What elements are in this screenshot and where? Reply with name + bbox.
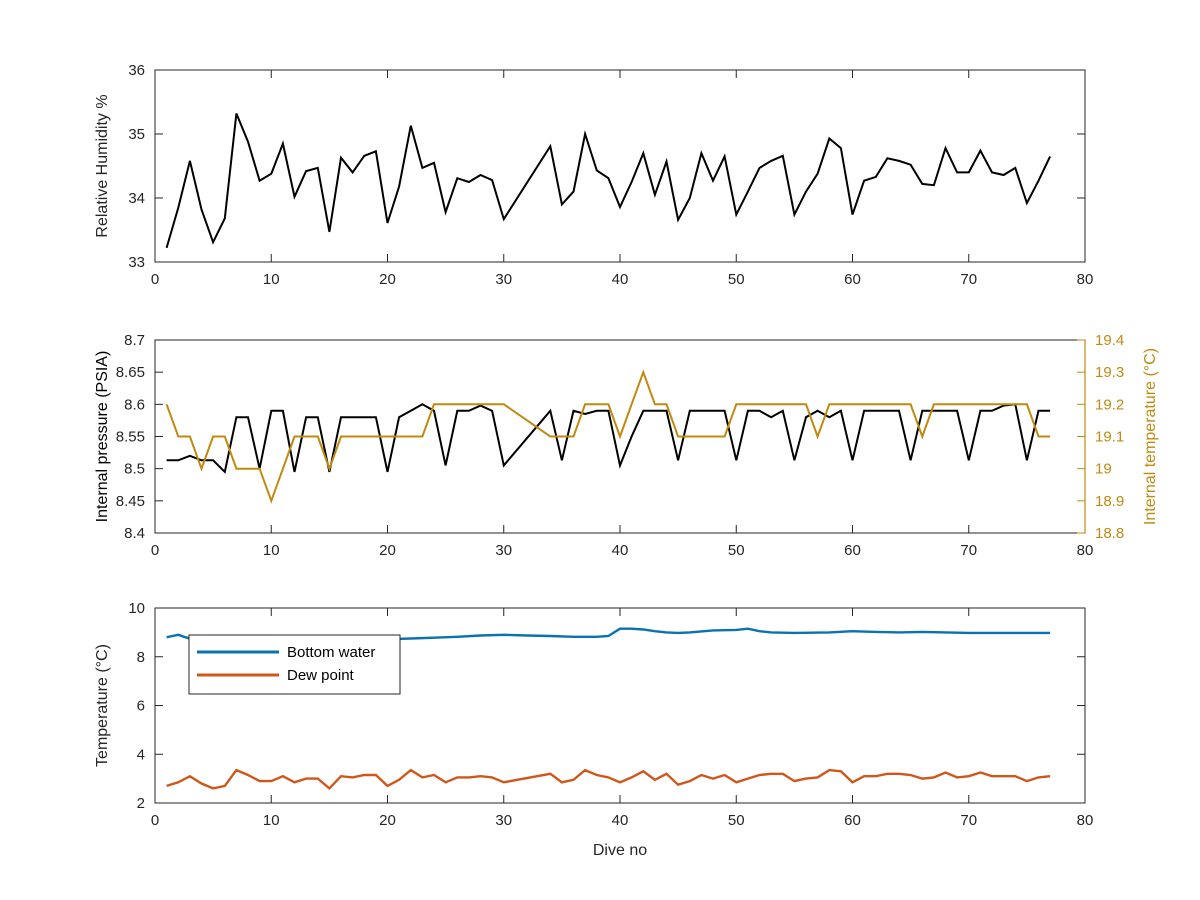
chart-2-series-1-line (166, 768, 1051, 791)
chart-1-y-axis-label: Internal pressure (PSIA) (94, 351, 111, 523)
chart-1-x-tick-label: 20 (379, 542, 396, 559)
chart-1-x-tick-label: 0 (151, 542, 159, 559)
chart-1-y-tick-label: 8.65 (116, 364, 145, 381)
chart-2-legend: Bottom water Dew point (188, 634, 401, 695)
chart-1-x-tick-label: 80 (1077, 542, 1094, 559)
chart-2-x-tick-label: 20 (379, 812, 396, 829)
chart-2-x-tick-label: 10 (263, 812, 280, 829)
chart-0-y-tick-label: 34 (128, 190, 145, 207)
chart-0-x-tick-label: 80 (1077, 271, 1094, 288)
chart-0-x-tick-label: 30 (495, 271, 512, 288)
chart-0-x-tick-label: 60 (844, 271, 861, 288)
chart-0-axes-box (154, 69, 1086, 263)
chart-1-y2-tick-label: 19.3 (1095, 364, 1124, 381)
chart-2-legend-label-0: Bottom water (287, 644, 375, 661)
chart-1-y2-tick-label: 18.8 (1095, 525, 1124, 542)
chart-1-y2-tick-label: 18.9 (1095, 493, 1124, 510)
chart-1-y-tick-label: 8.6 (124, 396, 145, 413)
chart-2-x-tick-label: 80 (1077, 812, 1094, 829)
chart-0-x-tick-label: 40 (612, 271, 629, 288)
chart-1-series-1-line (165, 369, 1051, 504)
chart-2-y-tick-label: 8 (137, 649, 145, 666)
chart-2-x-tick-label: 70 (960, 812, 977, 829)
chart-1-y-tick-label: 8.45 (116, 493, 145, 510)
chart-2-x-tick-label: 0 (151, 812, 159, 829)
chart-2-legend-box (188, 634, 401, 695)
chart-1-x-tick-label: 10 (263, 542, 280, 559)
pressure-temperature-panel: 0 10 20 30 40 50 60 70 80 8.4 8.45 8.5 8.55 8.6 8.65 8.… (94, 332, 1159, 559)
chart-0-x-tick-label: 70 (960, 271, 977, 288)
chart-2-y-tick-label: 10 (128, 600, 145, 617)
chart-1-x-tick-label: 40 (612, 542, 629, 559)
chart-0-y-tick-label: 33 (128, 254, 145, 271)
chart-1-y2-axis-label: Internal temperature (°C) (1142, 348, 1159, 525)
chart-2-x-tick-label: 30 (495, 812, 512, 829)
chart-2-y-axis-label: Temperature (°C) (94, 644, 111, 767)
chart-1-x-tick-label: 30 (495, 542, 512, 559)
chart-1-y2-tick-label: 19.4 (1095, 332, 1124, 349)
chart-2-legend-label-1: Dew point (287, 667, 355, 684)
chart-2-x-tick-label: 60 (844, 812, 861, 829)
humidity-panel: 0 10 20 30 40 50 60 70 80 33 34 35 36 Relative Humidi… (94, 62, 1093, 288)
chart-0-y-tick-label: 35 (128, 126, 145, 143)
chart-2-y-tick-label: 4 (137, 746, 145, 763)
chart-1-x-tick-label: 50 (728, 542, 745, 559)
chart-2-x-tick-label: 50 (728, 812, 745, 829)
temperature-panel: 0 10 20 30 40 50 60 70 80 2 4 6 8 10 Temperature (°C) D… (94, 600, 1093, 859)
chart-0-x-tick-label: 10 (263, 271, 280, 288)
chart-0-y-axis-label: Relative Humidity % (94, 94, 111, 237)
chart-1-x-tick-label: 60 (844, 542, 861, 559)
chart-1-y-tick-label: 8.4 (124, 525, 145, 542)
chart-1-x-tick-label: 70 (960, 542, 977, 559)
chart-2-y-tick-label: 6 (137, 698, 145, 715)
chart-1-y-tick-label: 8.55 (116, 429, 145, 446)
chart-1-y2-tick-label: 19.2 (1095, 396, 1124, 413)
chart-2-x-axis-label: Dive no (593, 842, 647, 859)
chart-0-y-tick-label: 36 (128, 62, 145, 79)
chart-1-y2-tick-label: 19 (1095, 461, 1112, 478)
chart-1-y-tick-label: 8.7 (124, 332, 145, 349)
chart-1-y2-tick-label: 19.1 (1095, 429, 1124, 446)
chart-1-series-0-line (166, 403, 1051, 474)
chart-2-y-tick-label: 2 (137, 795, 145, 812)
chart-0-x-tick-label: 0 (151, 271, 159, 288)
chart-2-x-tick-label: 40 (612, 812, 629, 829)
chart-0-x-tick-label: 20 (379, 271, 396, 288)
chart-0-series-0-line (165, 113, 1052, 249)
chart-1-y-tick-label: 8.5 (124, 461, 145, 478)
chart-0-x-tick-label: 50 (728, 271, 745, 288)
